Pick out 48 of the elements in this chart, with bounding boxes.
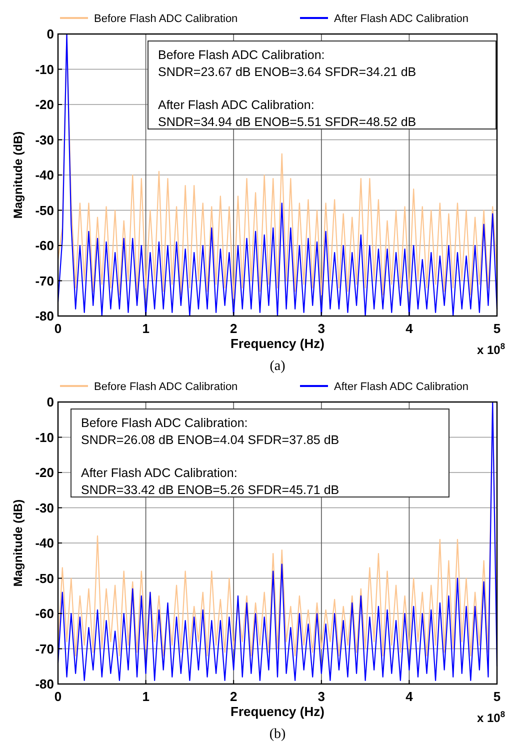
x-tick-label: 3 bbox=[318, 321, 326, 336]
x-axis-title: Frequency (Hz) bbox=[230, 336, 324, 351]
legend-label: After Flash ADC Calibration bbox=[334, 13, 468, 25]
x-tick-label: 5 bbox=[493, 689, 501, 704]
x-tick-label: 1 bbox=[142, 321, 150, 336]
annotation: Before Flash ADC Calibration: bbox=[81, 416, 248, 430]
y-tick-label: -40 bbox=[35, 168, 54, 183]
x-tick-label: 1 bbox=[142, 689, 150, 704]
text: x 10$^{8}$ bbox=[476, 709, 506, 725]
y-tick-label: -70 bbox=[35, 641, 54, 656]
y-tick-label: -80 bbox=[35, 308, 54, 324]
y-tick-label: -50 bbox=[35, 570, 54, 586]
text: (a) bbox=[270, 359, 286, 374]
text: x 10$^{8}$ bbox=[476, 341, 506, 357]
x-tick-label: 4 bbox=[406, 689, 414, 704]
y-tick-label: -30 bbox=[35, 132, 54, 148]
x-tick-label: 2 bbox=[230, 689, 238, 704]
legend-label: After Flash ADC Calibration bbox=[334, 381, 468, 393]
y-axis-title: Magnitude (dB) bbox=[11, 499, 25, 587]
annotation: SNDR=26.08 dB ENOB=4.04 SFDR=37.85 dB bbox=[81, 433, 340, 447]
annotation: After Flash ADC Calibration: bbox=[81, 466, 238, 480]
x-tick-label: 5 bbox=[493, 321, 501, 336]
y-tick-label: -20 bbox=[35, 465, 54, 480]
y-tick-label: -60 bbox=[35, 238, 54, 254]
y-tick-label: -80 bbox=[35, 676, 54, 692]
legend-label: Before Flash ADC Calibration bbox=[94, 13, 238, 25]
annotation: SNDR=33.42 dB ENOB=5.26 SFDR=45.71 dB bbox=[81, 483, 340, 497]
x-axis-title: Frequency (Hz) bbox=[230, 704, 324, 719]
annotation: SNDR=23.67 dB ENOB=3.64 SFDR=34.21 dB bbox=[158, 65, 416, 79]
x-tick-label: 4 bbox=[406, 321, 414, 336]
annotation: After Flash ADC Calibration: bbox=[158, 98, 314, 112]
y-tick-label: -40 bbox=[35, 536, 54, 551]
y-tick-label: 0 bbox=[46, 26, 54, 42]
annotation: Before Flash ADC Calibration: bbox=[158, 48, 325, 62]
y-tick-label: -60 bbox=[35, 606, 54, 622]
text: (b) bbox=[269, 727, 286, 742]
x-tick-label: 3 bbox=[318, 689, 326, 704]
annotation: SNDR=34.94 dB ENOB=5.51 SFDR=48.52 dB bbox=[158, 115, 416, 129]
legend-label: Before Flash ADC Calibration bbox=[94, 381, 238, 393]
y-tick-label: 0 bbox=[46, 394, 54, 410]
x-tick-label: 2 bbox=[230, 321, 238, 336]
y-tick-label: -50 bbox=[35, 202, 54, 218]
y-tick-label: -10 bbox=[35, 430, 54, 445]
y-tick-label: -10 bbox=[35, 62, 54, 77]
y-axis-title: Magnitude (dB) bbox=[11, 131, 25, 219]
y-tick-label: -30 bbox=[35, 500, 54, 516]
y-tick-label: -20 bbox=[35, 97, 54, 112]
y-tick-label: -70 bbox=[35, 273, 54, 288]
